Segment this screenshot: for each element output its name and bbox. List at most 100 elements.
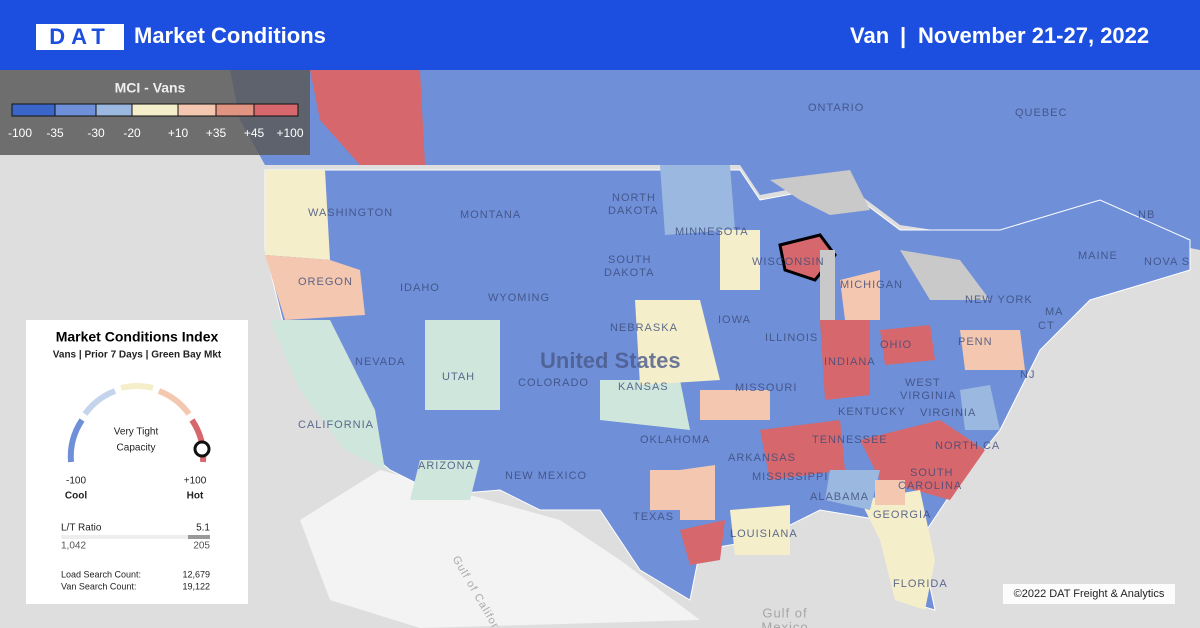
legend-swatch [131, 103, 179, 117]
map-label: KANSAS [618, 381, 669, 393]
map-label: GEORGIA [873, 509, 931, 521]
legend-label: -35 [46, 126, 64, 140]
map-label: ARKANSAS [728, 452, 796, 464]
map-label: MONTANA [460, 209, 521, 221]
water-label: Gulf of [762, 605, 807, 620]
legend-title: MCI - Vans [115, 80, 186, 96]
legend-bar [11, 103, 299, 117]
map-label: VIRGINIA [920, 407, 976, 419]
gauge-segment [120, 383, 154, 391]
ratio-value: 5.1 [196, 523, 210, 534]
legend-label: +35 [206, 126, 227, 140]
map-label: ALABAMA [810, 491, 869, 503]
region [650, 470, 680, 510]
legend-label: +100 [276, 126, 303, 140]
map-label: NEW MEXICO [505, 470, 587, 482]
region [730, 505, 790, 555]
lake [770, 170, 870, 215]
region [720, 230, 760, 290]
map-label: IDAHO [400, 282, 440, 294]
regions [265, 165, 1025, 610]
map-label: ARIZONA [418, 460, 474, 472]
mexico [300, 470, 700, 628]
map-label: LOUISIANA [730, 528, 798, 540]
van-search-value: 19,122 [182, 581, 210, 591]
canada [230, 70, 1200, 250]
map-label: WYOMING [488, 292, 550, 304]
water-label: Mexico [761, 619, 808, 628]
map-label: TENNESSEE [812, 434, 888, 446]
header-title: Market Conditions [134, 23, 326, 48]
map-label: OHIO [880, 339, 912, 351]
date-range: November 21-27, 2022 [918, 23, 1149, 48]
map-label: MA [1045, 306, 1064, 318]
map-label: KENTUCKY [838, 406, 906, 418]
region [425, 320, 500, 410]
map-label: IOWA [718, 314, 751, 326]
gauge-min: -100 [66, 476, 86, 487]
region [660, 165, 735, 235]
legend-label: -30 [87, 126, 105, 140]
lake [820, 250, 835, 320]
map-label: OREGON [298, 276, 353, 288]
map-label: INDIANA [824, 356, 876, 368]
map-label: NEBRASKA [610, 322, 678, 334]
region [700, 390, 770, 420]
equipment: Van [850, 23, 889, 48]
legend-label: -100 [8, 126, 32, 140]
region [600, 380, 690, 430]
region [820, 320, 870, 400]
region [680, 520, 725, 565]
region [265, 255, 365, 320]
map-label: NORTH [612, 192, 656, 204]
gauge-label: Very Tight [114, 427, 159, 438]
map-label: WEST [905, 377, 941, 389]
region [825, 470, 880, 510]
map-label: WISCONSIN [752, 256, 825, 268]
legend-label: +45 [244, 126, 265, 140]
region [960, 385, 1000, 430]
legend-label: -20 [123, 126, 141, 140]
gauge-min-label: Cool [65, 491, 87, 502]
header [0, 0, 1200, 70]
region [960, 330, 1025, 370]
map-label: COLORADO [518, 377, 589, 389]
map-label: ILLINOIS [765, 332, 818, 344]
region [635, 300, 720, 385]
ratio-track [61, 535, 210, 539]
gauge-segment [67, 418, 85, 463]
card-subtitle: Vans | Prior 7 Days | Green Bay Mkt [53, 350, 222, 361]
map-label: NJ [1020, 369, 1035, 381]
gauge-max-label: Hot [187, 491, 204, 502]
gauge-segment [189, 418, 207, 463]
map-label: MAINE [1078, 250, 1118, 262]
legend-label: +10 [168, 126, 189, 140]
region [860, 490, 935, 610]
map-label: VIRGINIA [900, 390, 956, 402]
region [680, 465, 715, 520]
legend-swatch [11, 103, 56, 117]
map-label: NORTH CA [935, 440, 1000, 452]
map-label: MISSOURI [735, 382, 797, 394]
legend-swatch [253, 103, 299, 117]
index-card [26, 320, 248, 604]
card-title: Market Conditions Index [56, 329, 219, 345]
loads: 1,042 [61, 541, 86, 552]
map-label: MICHIGAN [840, 279, 903, 291]
logo: DAT [49, 24, 111, 49]
map-label: NOVA S [1144, 256, 1190, 268]
copyright: ©2022 DAT Freight & Analytics [1014, 588, 1165, 600]
gauge-label: Capacity [117, 443, 156, 454]
logo-box [36, 24, 124, 50]
load-search-value: 12,679 [182, 569, 210, 579]
region [270, 320, 385, 470]
map-label: DAKOTA [608, 205, 658, 217]
copyright-box [1003, 584, 1175, 604]
ratio-label: L/T Ratio [61, 523, 102, 534]
map-label: CAROLINA [898, 480, 962, 492]
map-label: TEXAS [633, 511, 674, 523]
map-label: ONTARIO [808, 102, 864, 114]
country-label: United States [540, 348, 681, 373]
map-label: NB [1138, 209, 1155, 221]
